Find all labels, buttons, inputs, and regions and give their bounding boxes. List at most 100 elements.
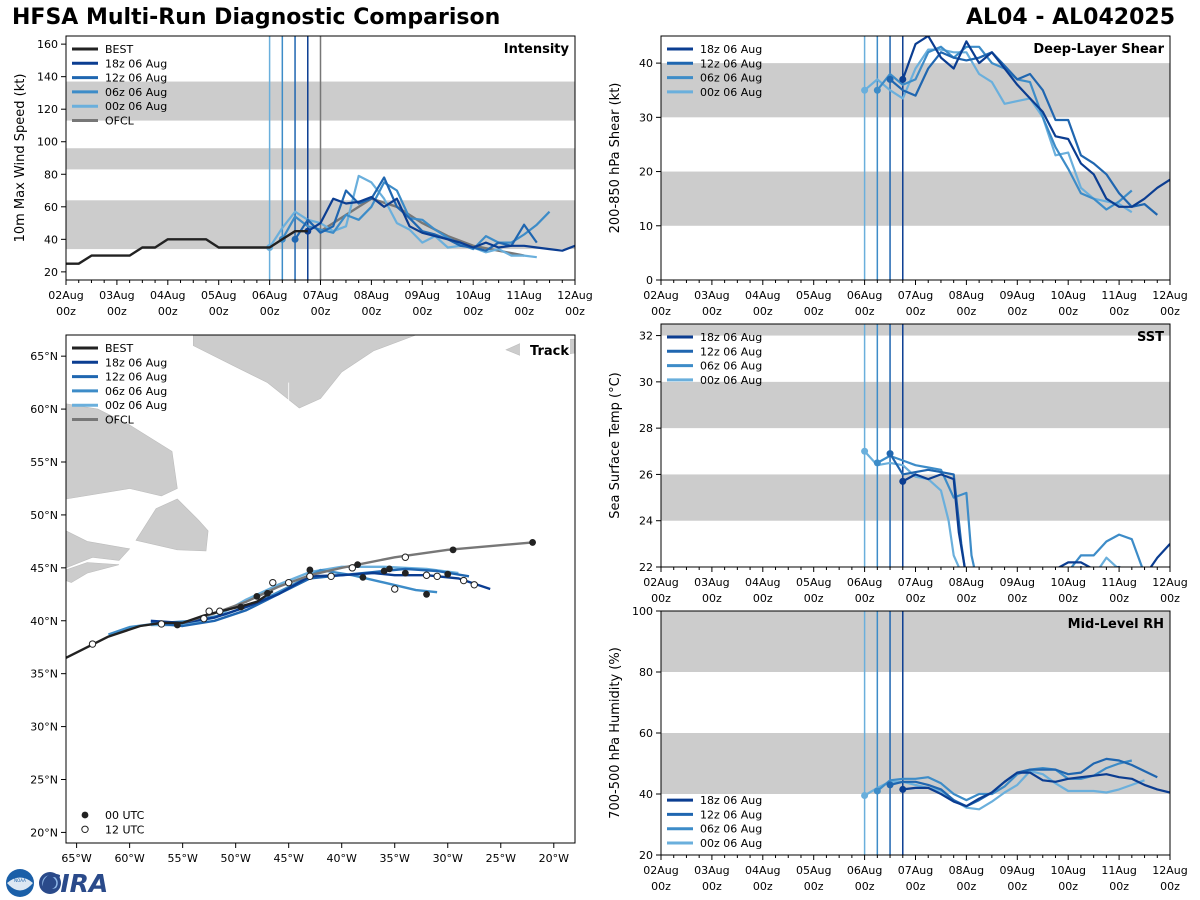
sst-legend-label: 12z 06 Aug [700, 345, 762, 358]
intensity-xtick-day-label: 07Aug [303, 289, 338, 302]
shear-series-r18 [901, 36, 1170, 208]
intensity-legend-label: BEST [105, 43, 133, 56]
shear-ytick-label: 30 [639, 111, 653, 124]
intensity-xtick-hour-label: 00z [56, 305, 76, 318]
shear-xtick-hour-label: 00z [1160, 305, 1180, 318]
track-title-bg [520, 339, 570, 359]
rh-title: Mid-Level RH [1068, 617, 1164, 632]
sst-start-marker-r00 [861, 447, 869, 455]
intensity-panel: 02Aug 00z 03Aug 00z 04Aug 00z 05Aug 00z 06Aug 00z… [13, 35, 593, 318]
track-marker-12utc [391, 585, 399, 593]
track-ytick-label: 30°N [30, 721, 58, 734]
track-xtick-label: 40°W [327, 852, 357, 865]
rh-legend-label: 00z 06 Aug [700, 837, 762, 850]
sst-series-r12 [889, 453, 1123, 567]
track-legend-marker-label: 00 UTC [105, 809, 145, 822]
track-landmass-3 [66, 562, 120, 583]
sst-xtick-hour-label: 00z [855, 592, 875, 605]
intensity-xtick-hour-label: 00z [463, 305, 483, 318]
intensity-ytick-label: 120 [37, 103, 58, 116]
track-panel: 65°W 60°W 55°W 50°W 45°W 40°W 35°W 30°W 25°W 20°W… [30, 334, 576, 865]
track-xtick-label: 30°W [433, 852, 463, 865]
track-marker-00utc [401, 569, 409, 577]
shear-xtick-hour-label: 00z [702, 305, 722, 318]
rh-xtick-hour-label: 00z [1007, 880, 1027, 893]
rh-xtick-hour-label: 00z [753, 880, 773, 893]
sst-ytick-label: 32 [639, 330, 653, 343]
track-marker-00utc [449, 546, 457, 554]
sst-band-0 [661, 474, 1170, 521]
shear-ytick-label: 20 [639, 166, 653, 179]
shear-xtick-day-label: 04Aug [745, 289, 780, 302]
sst-xtick-hour-label: 00z [753, 592, 773, 605]
track-ytick-label: 35°N [30, 668, 58, 681]
shear-ytick-label: 40 [639, 57, 653, 70]
rh-ytick-label: 80 [639, 666, 653, 679]
shear-band-1 [661, 63, 1170, 118]
storm-id: AL04 - AL042025 [966, 5, 1175, 30]
track-xtick-label: 35°W [380, 852, 410, 865]
track-ytick-label: 55°N [30, 456, 58, 469]
rh-panel: 02Aug 00z 03Aug 00z 04Aug 00z 05Aug 00z 06Aug 00z… [608, 605, 1188, 893]
sst-ylabel: Sea Surface Temp (°C) [608, 372, 623, 519]
intensity-xtick-hour-label: 00z [260, 305, 280, 318]
shear-xtick-hour-label: 00z [855, 305, 875, 318]
intensity-xtick-day-label: 10Aug [455, 289, 490, 302]
rh-xtick-hour-label: 00z [804, 880, 824, 893]
track-marker-12utc [216, 607, 224, 615]
track-marker-00utc [237, 603, 245, 611]
intensity-title: Intensity [504, 42, 570, 57]
sst-ytick-label: 28 [639, 422, 653, 435]
track-marker-12utc [470, 581, 478, 589]
rh-band-1 [661, 611, 1170, 672]
intensity-ytick-label: 140 [37, 71, 58, 84]
track-legend-label: OFCL [105, 414, 135, 427]
rh-start-marker-r18 [899, 785, 907, 793]
sst-xtick-hour-label: 00z [651, 592, 671, 605]
track-ytick-label: 60°N [30, 403, 58, 416]
shear-xtick-day-label: 10Aug [1050, 289, 1085, 302]
track-marker-00utc [444, 570, 452, 578]
shear-xtick-hour-label: 00z [1007, 305, 1027, 318]
track-marker-12utc [306, 572, 314, 580]
rh-xtick-day-label: 04Aug [745, 864, 780, 877]
shear-legend-label: 12z 06 Aug [700, 57, 762, 70]
shear-xtick-day-label: 05Aug [796, 289, 831, 302]
rh-xtick-hour-label: 00z [906, 880, 926, 893]
rh-xtick-hour-label: 00z [1058, 880, 1078, 893]
track-xtick-label: 60°W [114, 852, 144, 865]
rh-xtick-day-label: 05Aug [796, 864, 831, 877]
sst-ytick-label: 22 [639, 561, 653, 574]
sst-band-1 [661, 381, 1170, 429]
rh-series-r12 [889, 757, 1158, 808]
shear-xtick-day-label: 11Aug [1101, 289, 1136, 302]
track-landmass-2 [66, 530, 131, 569]
intensity-xtick-day-label: 02Aug [48, 289, 83, 302]
track-legend-marker-12utc [81, 825, 89, 833]
shear-title: Deep-Layer Shear [1033, 42, 1164, 57]
shear-series-group [861, 36, 1170, 216]
intensity-legend-label: 06z 06 Aug [105, 86, 167, 99]
sst-xtick-day-label: 03Aug [694, 576, 729, 589]
shear-xtick-hour-label: 00z [1109, 305, 1129, 318]
intensity-xtick-day-label: 12Aug [557, 289, 592, 302]
sst-panel: 02Aug 00z 03Aug 00z 04Aug 00z 05Aug 00z 06Aug 00z… [608, 323, 1188, 605]
shear-legend-label: 00z 06 Aug [700, 86, 762, 99]
sst-xtick-day-label: 11Aug [1101, 576, 1136, 589]
sst-start-marker-r12 [886, 450, 894, 458]
rh-series-r18 [902, 771, 1170, 808]
sst-xtick-day-label: 05Aug [796, 576, 831, 589]
shear-series-r12 [889, 51, 1159, 216]
sst-xtick-hour-label: 00z [1007, 592, 1027, 605]
sst-xtick-day-label: 02Aug [643, 576, 678, 589]
track-ytick-label: 25°N [30, 774, 58, 787]
sst-series-r18 [902, 473, 1170, 567]
cira-globe-icon [39, 872, 61, 894]
shear-start-marker-r18 [899, 75, 907, 83]
track-marker-12utc [269, 578, 277, 587]
sst-xtick-hour-label: 00z [957, 592, 977, 605]
track-line-best [66, 590, 274, 659]
rh-legend-label: 06z 06 Aug [700, 823, 762, 836]
track-marker-00utc [173, 621, 181, 629]
track-ytick-label: 65°N [30, 350, 58, 363]
